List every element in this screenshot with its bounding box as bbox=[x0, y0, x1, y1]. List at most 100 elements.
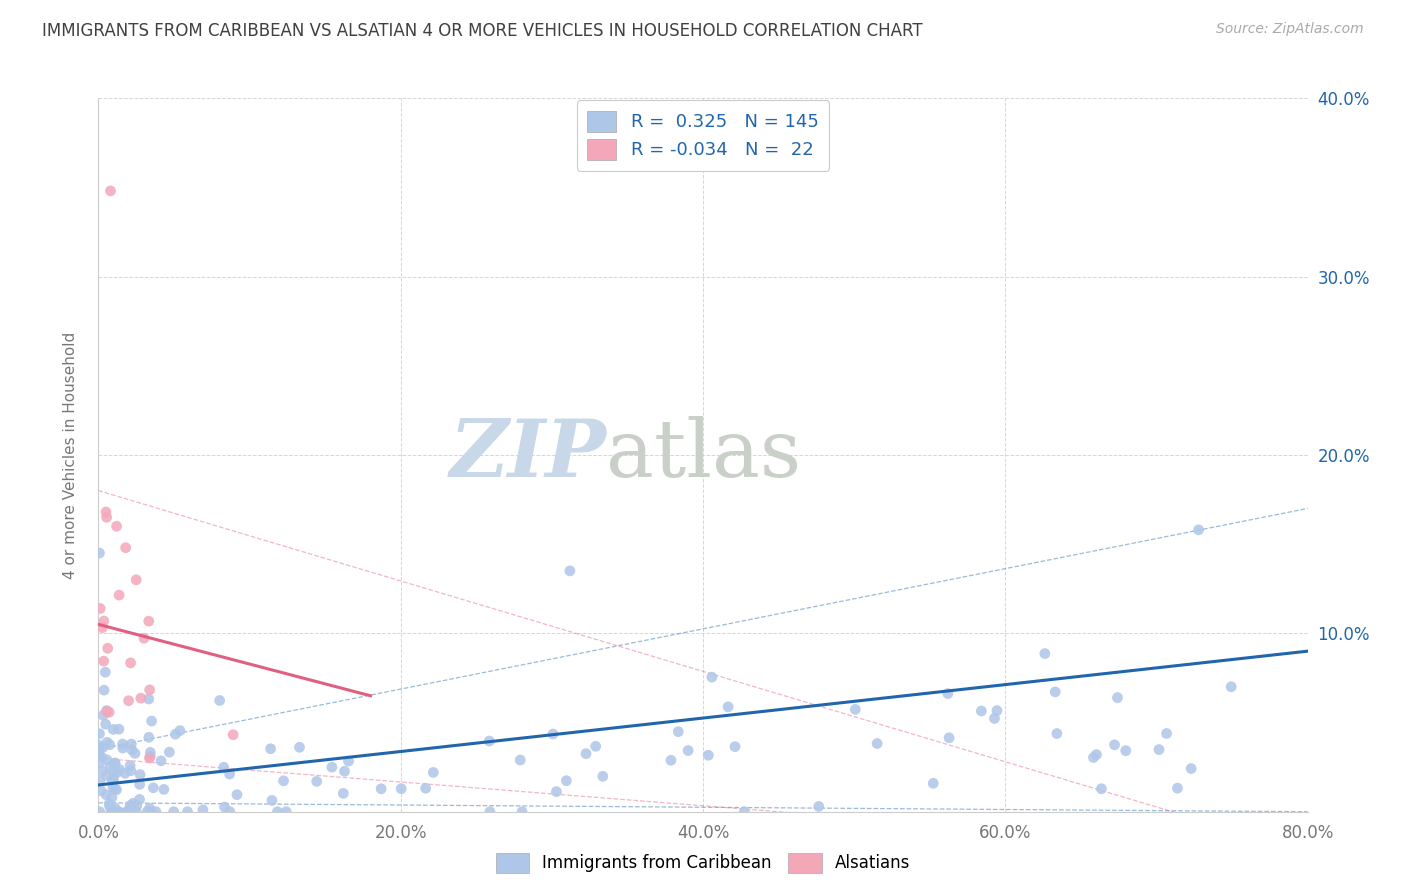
Point bbox=[666, 724, 689, 739]
Point bbox=[105, 765, 128, 780]
Point bbox=[1107, 690, 1129, 705]
Point bbox=[129, 691, 152, 706]
Point bbox=[93, 683, 115, 698]
Point bbox=[89, 756, 111, 770]
Point bbox=[125, 805, 148, 819]
Point bbox=[96, 768, 118, 782]
Y-axis label: 4 or more Vehicles in Household: 4 or more Vehicles in Household bbox=[63, 331, 77, 579]
Point bbox=[970, 704, 993, 718]
Point bbox=[128, 777, 150, 791]
Point bbox=[96, 705, 118, 719]
Point bbox=[114, 766, 136, 780]
Point bbox=[1156, 726, 1178, 740]
Point bbox=[98, 706, 121, 720]
Point bbox=[96, 753, 118, 767]
Point bbox=[96, 704, 118, 718]
Point bbox=[1085, 747, 1108, 762]
Point bbox=[111, 737, 134, 751]
Point bbox=[321, 760, 343, 774]
Point bbox=[218, 805, 240, 819]
Point bbox=[90, 750, 112, 764]
Point bbox=[139, 749, 162, 764]
Point bbox=[138, 751, 160, 765]
Point bbox=[585, 739, 607, 754]
Point bbox=[96, 788, 118, 802]
Point bbox=[422, 765, 444, 780]
Point bbox=[101, 805, 124, 819]
Point bbox=[139, 746, 162, 760]
Point bbox=[101, 773, 124, 788]
Point bbox=[389, 781, 412, 796]
Point bbox=[98, 797, 121, 811]
Point bbox=[478, 734, 501, 748]
Point bbox=[91, 621, 114, 635]
Point bbox=[169, 723, 191, 738]
Point bbox=[986, 704, 1008, 718]
Legend: Immigrants from Caribbean, Alsatians: Immigrants from Caribbean, Alsatians bbox=[489, 847, 917, 880]
Point bbox=[288, 740, 311, 755]
Point bbox=[1166, 781, 1188, 796]
Point bbox=[370, 781, 392, 796]
Point bbox=[108, 722, 131, 736]
Point bbox=[121, 743, 143, 757]
Point bbox=[1147, 742, 1170, 756]
Point bbox=[218, 767, 240, 781]
Point bbox=[89, 727, 111, 741]
Point bbox=[138, 801, 160, 815]
Point bbox=[938, 731, 960, 745]
Point bbox=[866, 737, 889, 751]
Point bbox=[541, 727, 564, 741]
Point bbox=[98, 738, 121, 752]
Point bbox=[105, 519, 128, 533]
Point bbox=[89, 601, 111, 615]
Point bbox=[108, 805, 131, 819]
Text: Source: ZipAtlas.com: Source: ZipAtlas.com bbox=[1216, 22, 1364, 37]
Point bbox=[103, 772, 125, 786]
Point bbox=[115, 805, 138, 819]
Point bbox=[118, 805, 141, 819]
Point bbox=[129, 767, 152, 781]
Point bbox=[936, 687, 959, 701]
Point bbox=[226, 788, 249, 802]
Text: ZIP: ZIP bbox=[450, 417, 606, 493]
Point bbox=[91, 708, 114, 723]
Point bbox=[141, 714, 163, 728]
Point bbox=[259, 741, 281, 756]
Point bbox=[145, 805, 167, 819]
Point bbox=[1104, 738, 1126, 752]
Point bbox=[115, 805, 138, 819]
Point bbox=[103, 764, 125, 779]
Point bbox=[91, 764, 114, 778]
Legend: R =  0.325   N = 145, R = -0.034   N =  22: R = 0.325 N = 145, R = -0.034 N = 22 bbox=[576, 100, 830, 170]
Point bbox=[87, 738, 110, 752]
Point bbox=[128, 792, 150, 806]
Point bbox=[91, 740, 114, 755]
Point bbox=[337, 754, 360, 768]
Point bbox=[105, 782, 128, 797]
Point bbox=[142, 780, 165, 795]
Point bbox=[273, 773, 295, 788]
Point bbox=[922, 776, 945, 790]
Point bbox=[101, 790, 124, 805]
Point bbox=[191, 803, 214, 817]
Point bbox=[983, 711, 1005, 725]
Point bbox=[807, 799, 830, 814]
Point bbox=[117, 694, 139, 708]
Point bbox=[114, 541, 136, 555]
Point bbox=[157, 745, 180, 759]
Point bbox=[724, 739, 747, 754]
Point bbox=[1180, 762, 1202, 776]
Point bbox=[510, 805, 533, 819]
Point bbox=[212, 760, 235, 774]
Point bbox=[90, 783, 112, 797]
Point bbox=[163, 805, 186, 819]
Point bbox=[107, 805, 129, 819]
Point bbox=[120, 798, 142, 813]
Point bbox=[733, 805, 755, 819]
Point bbox=[478, 805, 501, 819]
Point bbox=[136, 805, 159, 819]
Point bbox=[96, 735, 118, 749]
Point bbox=[93, 614, 115, 628]
Point bbox=[93, 654, 115, 668]
Point bbox=[125, 573, 148, 587]
